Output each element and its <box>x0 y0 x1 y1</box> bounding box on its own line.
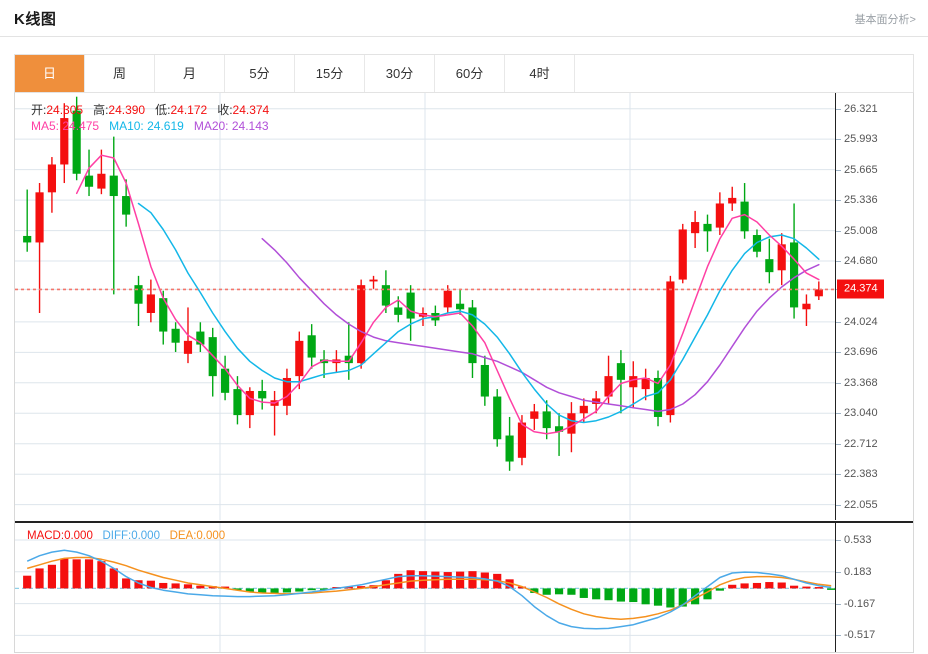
page-title: K线图 <box>14 11 57 28</box>
price-axis-tick <box>836 230 841 232</box>
period-tabbar: 日周月 5分 15分 30分 60分 4时 <box>14 54 914 94</box>
price-axis-label: 22.712 <box>844 437 878 450</box>
price-axis-tick <box>836 108 841 110</box>
price-axis-label: 23.696 <box>844 346 878 359</box>
price-axis-tick <box>836 169 841 171</box>
chart-frame: 26.321 25.993 25.665 25.336 25.008 24.680 24.3… <box>14 92 914 653</box>
price-axis-tick <box>836 474 841 476</box>
low-label: 低: <box>155 103 171 117</box>
ohlc-info: 开:24.305 高:24.390 低:24.172 收:24.374 <box>31 101 269 118</box>
price-axis-label: 23.040 <box>844 407 878 420</box>
high-value: 24.390 <box>108 103 146 117</box>
price-axis-label: 23.368 <box>844 376 878 389</box>
macd-axis-label: 0.533 <box>844 533 872 546</box>
low-value: 24.172 <box>170 103 208 117</box>
macd-axis-label: -0.167 <box>844 597 876 610</box>
diff-value: 0.000 <box>131 530 160 542</box>
open-value: 24.305 <box>46 103 84 117</box>
ma20-value: 24.143 <box>231 119 269 133</box>
price-axis: 26.321 25.993 25.665 25.336 25.008 24.680 24.3… <box>835 93 913 520</box>
price-axis-tick <box>836 382 841 384</box>
price-axis-tick <box>836 200 841 202</box>
macd-axis-label: 0.183 <box>844 565 872 578</box>
price-axis-label: 25.008 <box>844 224 878 237</box>
price-axis-label: 25.336 <box>844 194 878 207</box>
macd-info: MACD:0.000 DIFF:0.000 DEA:0.000 <box>27 530 225 542</box>
ma10-label: MA10: <box>109 119 144 133</box>
price-axis-tick <box>836 443 841 445</box>
macd-axis-tick <box>836 603 841 605</box>
macd-label: MACD: <box>27 530 65 542</box>
ma5-value: 24.475 <box>62 119 100 133</box>
price-axis-label: 25.993 <box>844 133 878 146</box>
price-axis-tick <box>836 321 841 323</box>
high-label: 高: <box>93 103 109 117</box>
macd-panel: 0.533 0.183 -0.167 -0.517 MACD:0.000 DIFF:0… <box>15 521 913 652</box>
tabbar-spacer <box>575 55 913 94</box>
tab-6[interactable]: 60分 <box>435 55 505 93</box>
ma10-value: 24.619 <box>147 119 184 133</box>
price-axis-tick <box>836 352 841 354</box>
close-value: 24.374 <box>232 103 270 117</box>
price-axis-label: 26.321 <box>844 102 878 115</box>
close-label: 收: <box>217 103 233 117</box>
current-price-badge: 24.374 <box>837 279 884 299</box>
price-axis-tick <box>836 139 841 141</box>
dea-label: DEA: <box>169 530 197 542</box>
tab-1[interactable]: 周 <box>85 55 155 93</box>
macd-axis-tick <box>836 539 841 541</box>
tab-3[interactable]: 5分 <box>225 55 295 93</box>
price-panel: 26.321 25.993 25.665 25.336 25.008 24.680 24.3… <box>15 93 913 520</box>
dea-value: 0.000 <box>196 530 226 542</box>
tab-5[interactable]: 30分 <box>365 55 435 93</box>
tab-2[interactable]: 月 <box>155 55 225 93</box>
macd-axis-tick <box>836 635 841 637</box>
price-axis-label: 22.055 <box>844 498 878 511</box>
fundamental-analysis-link[interactable]: 基本面分析> <box>854 14 916 26</box>
price-plot[interactable] <box>15 93 835 520</box>
macd-axis: 0.533 0.183 -0.167 -0.517 <box>835 523 913 652</box>
diff-label: DIFF: <box>102 530 132 542</box>
tab-7[interactable]: 4时 <box>505 55 575 93</box>
widget-header: K线图 基本面分析> <box>0 0 928 37</box>
price-axis-tick <box>836 504 841 506</box>
price-axis-label: 22.383 <box>844 468 878 481</box>
macd-axis-tick <box>836 571 841 573</box>
ma20-label: MA20: <box>193 119 229 133</box>
macd-plot[interactable] <box>15 523 835 652</box>
price-axis-tick <box>836 413 841 415</box>
price-axis-label: 24.024 <box>844 315 878 328</box>
price-axis-label: 24.680 <box>844 255 878 267</box>
ma-info: MA5: 24.475 MA10: 24.619 MA20: 24.143 <box>31 119 269 133</box>
ma5-label: MA5: <box>31 119 60 133</box>
price-axis-label: 25.665 <box>844 163 878 176</box>
tab-4[interactable]: 15分 <box>295 55 365 93</box>
macd-axis-label: -0.517 <box>844 629 876 642</box>
price-axis-tick <box>836 261 841 262</box>
open-label: 开: <box>31 103 47 117</box>
tab-0[interactable]: 日 <box>15 55 85 93</box>
macd-value: 0.000 <box>64 530 93 542</box>
